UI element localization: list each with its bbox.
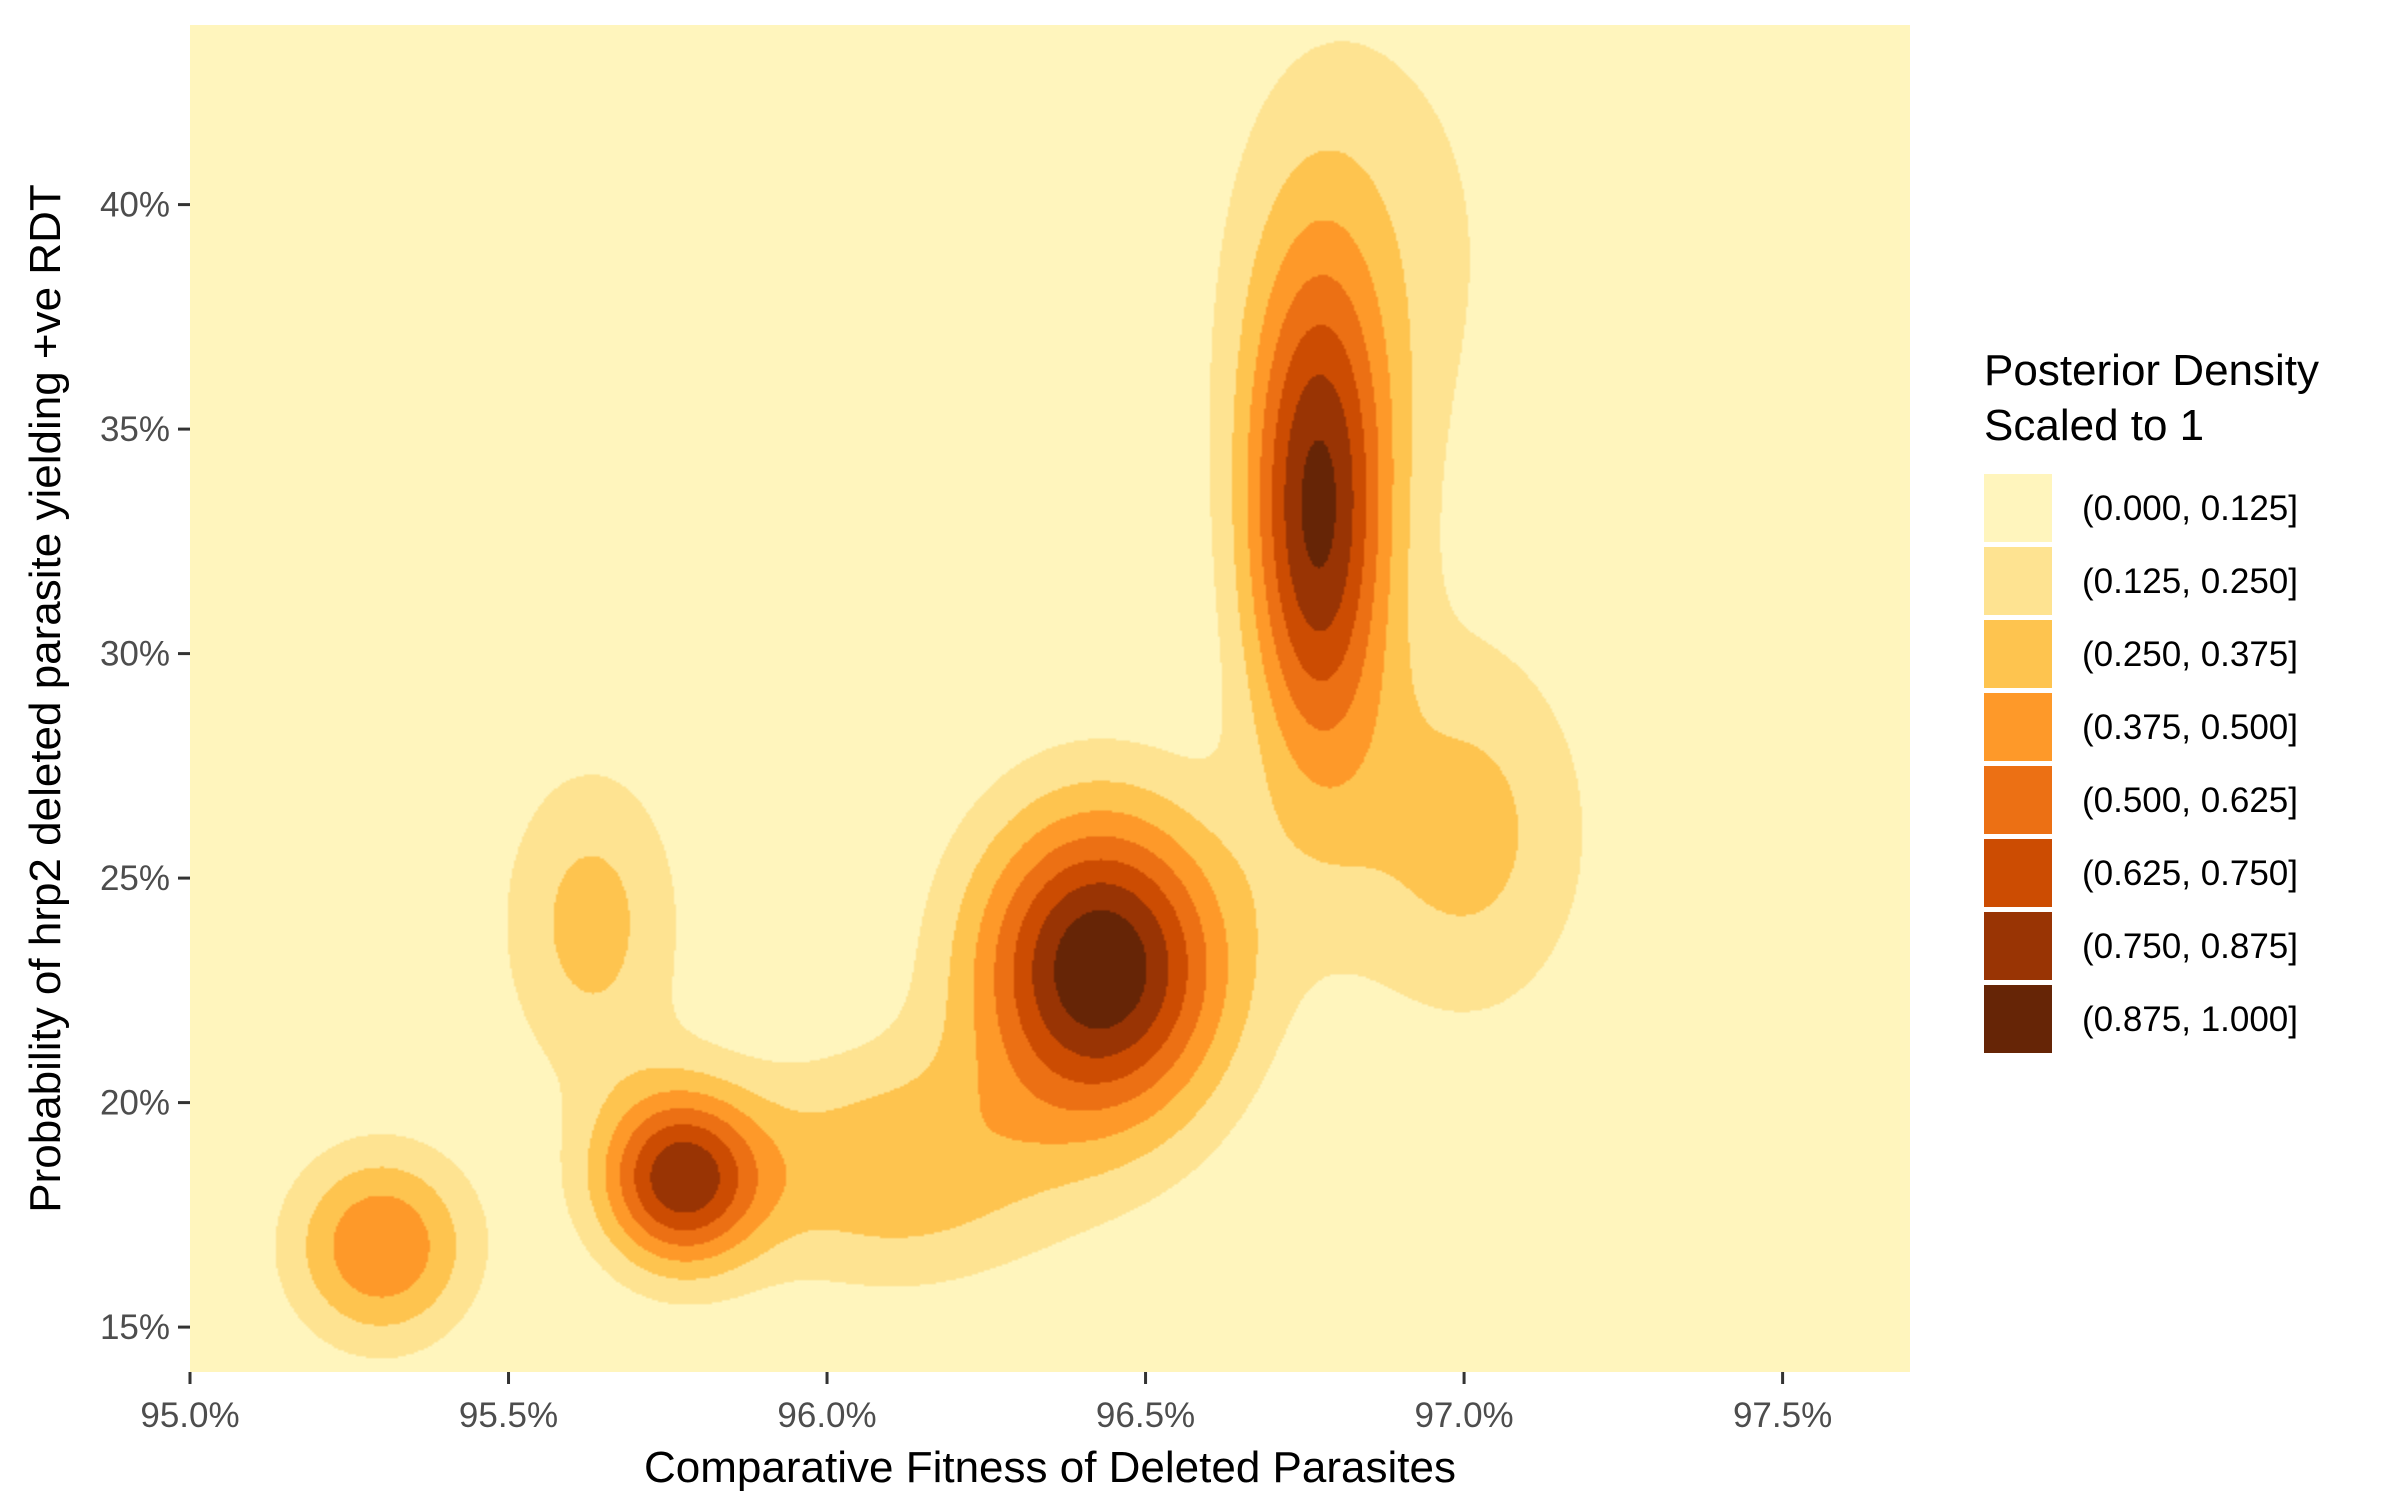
density-contour-fill bbox=[190, 25, 1910, 1372]
legend-label: (0.625, 0.750] bbox=[2082, 854, 2298, 893]
legend: Posterior Density Scaled to 1 (0.000, 0.… bbox=[1984, 346, 2319, 1053]
x-tick-label: 95.5% bbox=[459, 1396, 558, 1435]
x-tick-label: 96.0% bbox=[777, 1396, 876, 1435]
legend-swatch bbox=[1984, 766, 2052, 834]
legend-label: (0.750, 0.875] bbox=[2082, 927, 2298, 966]
legend-label: (0.250, 0.375] bbox=[2082, 635, 2298, 674]
x-tick-label: 97.0% bbox=[1414, 1396, 1513, 1435]
legend-title-line-1: Posterior Density bbox=[1984, 346, 2319, 395]
y-axis-label: Probability of hrp2 deleted parasite yie… bbox=[21, 184, 70, 1212]
x-tick-label: 96.5% bbox=[1096, 1396, 1195, 1435]
legend-label: (0.375, 0.500] bbox=[2082, 708, 2298, 747]
legend-swatch bbox=[1984, 839, 2052, 907]
y-tick-label: 30% bbox=[100, 635, 170, 674]
y-axis: 15% 20% 25% 30% 35% 40% bbox=[100, 186, 190, 1347]
y-tick-label: 25% bbox=[100, 859, 170, 898]
legend-swatch bbox=[1984, 693, 2052, 761]
legend-swatch bbox=[1984, 912, 2052, 980]
legend-swatch bbox=[1984, 985, 2052, 1053]
legend-title-line-2: Scaled to 1 bbox=[1984, 401, 2204, 450]
x-tick-label: 97.5% bbox=[1733, 1396, 1832, 1435]
y-tick-label: 15% bbox=[100, 1308, 170, 1347]
legend-label: (0.125, 0.250] bbox=[2082, 562, 2298, 601]
legend-label: (0.875, 1.000] bbox=[2082, 1000, 2298, 1039]
legend-label: (0.000, 0.125] bbox=[2082, 489, 2298, 528]
x-axis: 95.0% 95.5% 96.0% 96.5% 97.0% 97.5% bbox=[140, 1372, 1832, 1435]
x-tick-label: 95.0% bbox=[140, 1396, 239, 1435]
y-tick-label: 40% bbox=[100, 186, 170, 225]
y-tick-label: 20% bbox=[100, 1084, 170, 1123]
legend-swatch bbox=[1984, 620, 2052, 688]
x-axis-label: Comparative Fitness of Deleted Parasites bbox=[644, 1443, 1456, 1492]
legend-label: (0.500, 0.625] bbox=[2082, 781, 2298, 820]
legend-swatch bbox=[1984, 474, 2052, 542]
y-tick-label: 35% bbox=[100, 410, 170, 449]
legend-swatch bbox=[1984, 547, 2052, 615]
